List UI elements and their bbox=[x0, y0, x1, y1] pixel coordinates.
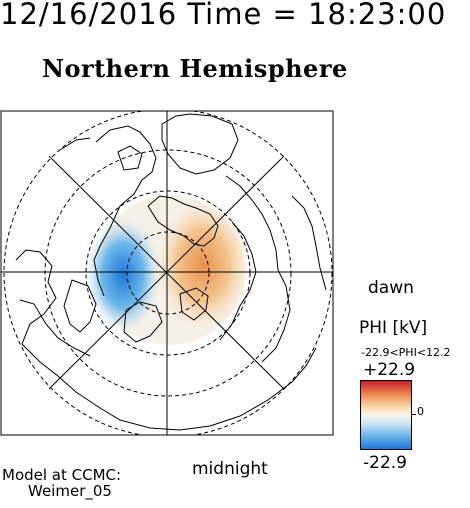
colorbar-max-label: +22.9 bbox=[363, 360, 416, 380]
model-credit: Model at CCMC: Weimer_05 bbox=[2, 467, 121, 499]
coastlines bbox=[15, 113, 327, 431]
credit-line-2: Weimer_05 bbox=[28, 482, 112, 500]
credit-line-1: Model at CCMC: bbox=[2, 466, 122, 484]
dawn-label: dawn bbox=[368, 278, 414, 298]
midnight-label: midnight bbox=[192, 459, 268, 479]
colorbar-zero-tick bbox=[412, 414, 416, 415]
lat-lon-grid bbox=[0, 110, 334, 436]
colorbar-zero-label: 0 bbox=[417, 405, 424, 418]
colorbar bbox=[360, 380, 412, 450]
colorbar-range: -22.9<PHI<12.2 bbox=[361, 346, 451, 359]
timestamp: 12/16/2016 Time = 18:23:00 bbox=[0, 0, 447, 31]
potential-pattern bbox=[85, 195, 251, 345]
plot-title: Northern Hemisphere bbox=[42, 54, 348, 83]
polar-map bbox=[0, 110, 334, 436]
colorbar-min-label: -22.9 bbox=[363, 453, 407, 473]
colorbar-title: PHI [kV] bbox=[359, 318, 428, 338]
